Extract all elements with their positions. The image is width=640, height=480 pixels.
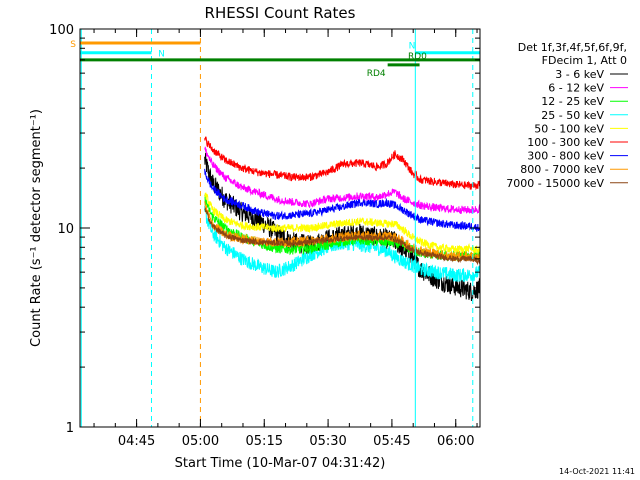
y-axis-label: Count Rate (s⁻¹ detector segment⁻¹)	[29, 109, 44, 347]
legend-header-line-1: Det 1f,3f,4f,5f,6f,9f,	[518, 41, 627, 54]
annotation-label-s: S	[70, 40, 76, 50]
legend-label-4: 50 - 100 keV	[534, 122, 604, 135]
series-line-5	[204, 136, 481, 191]
annotation-label-n: N	[409, 42, 416, 52]
legend-label-7: 800 - 7000 keV	[520, 163, 604, 176]
legend-label-3: 25 - 50 keV	[541, 109, 604, 122]
chart-title: RHESSI Count Rates	[205, 4, 356, 22]
series-line-1	[204, 146, 481, 215]
legend-label-2: 12 - 25 keV	[541, 95, 604, 108]
legend-label-5: 100 - 300 keV	[527, 136, 604, 149]
y-tick-label: 1	[66, 421, 74, 436]
annotation-label-rd4: RD4	[367, 69, 386, 79]
legend-label-8: 7000 - 15000 keV	[506, 177, 604, 190]
x-tick-label: 05:45	[373, 434, 410, 449]
y-tick-label: 10	[57, 222, 74, 237]
series-layer	[204, 136, 481, 302]
legend-label-6: 300 - 800 keV	[527, 150, 604, 163]
x-tick-label: 05:00	[182, 434, 219, 449]
x-axis-label: Start Time (10-Mar-07 04:31:42)	[175, 456, 386, 471]
legend: Det 1f,3f,4f,5f,6f,9f, FDecim 1, Att 0 3…	[506, 41, 628, 190]
annotation-label-n: N	[158, 50, 165, 60]
x-tick-label: 06:00	[437, 434, 474, 449]
x-tick-label: 05:30	[309, 434, 346, 449]
series-line-4	[204, 192, 481, 255]
y-tick-label: 100	[49, 23, 74, 38]
x-tick-label: 04:45	[118, 434, 155, 449]
x-tick-label: 05:15	[246, 434, 283, 449]
legend-label-0: 3 - 6 keV	[555, 68, 604, 81]
axis-layer: 1 10 100 04:45 05:00 05:15 05:30 05:45 06:00	[49, 23, 480, 449]
series-line-6	[204, 168, 481, 232]
footer-timestamp: 14-Oct-2021 11:41	[559, 467, 635, 476]
annotation-label-rd0: RD0	[408, 52, 427, 62]
legend-header-line-2: FDecim 1, Att 0	[542, 54, 627, 67]
legend-label-1: 6 - 12 keV	[548, 82, 604, 95]
series-line-8	[204, 207, 481, 266]
